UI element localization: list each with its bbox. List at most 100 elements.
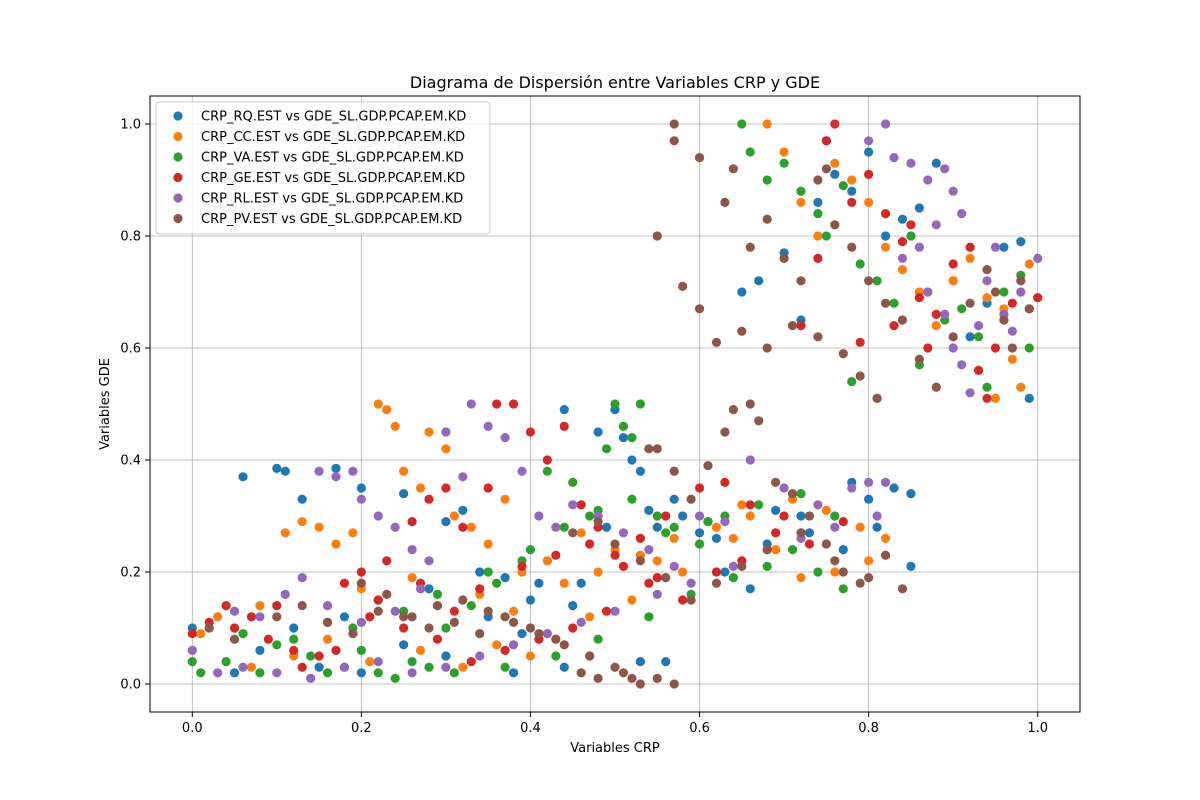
data-point [661, 511, 671, 521]
data-point [982, 276, 992, 286]
data-point [669, 494, 679, 504]
data-point [618, 561, 629, 572]
data-point [990, 343, 1001, 353]
data-point [652, 511, 662, 521]
data-point [382, 556, 392, 566]
data-point [466, 399, 476, 409]
data-point [576, 528, 586, 538]
data-point [255, 601, 265, 611]
data-point [610, 539, 620, 549]
data-point [864, 556, 874, 566]
data-point [348, 629, 358, 639]
legend-label: CRP_GE.EST vs GDE_SL.GDP.PCAP.EM.KD [201, 171, 465, 186]
data-point [923, 343, 933, 353]
data-point [272, 463, 282, 473]
y-axis-label: Variables GDE [98, 358, 113, 450]
data-point [999, 287, 1009, 297]
data-point [585, 511, 595, 521]
legend-marker [173, 131, 183, 142]
data-point [449, 511, 459, 521]
data-point [661, 657, 671, 667]
data-point [441, 517, 451, 527]
data-point [771, 505, 781, 515]
data-point [644, 444, 654, 454]
data-point [297, 494, 307, 504]
y-tick-label: 0.0 [120, 678, 141, 693]
data-point [652, 556, 662, 566]
data-point [280, 466, 290, 476]
data-point [551, 522, 561, 532]
data-point [585, 651, 595, 661]
data-point [737, 500, 747, 510]
data-point [348, 466, 358, 476]
data-point [669, 119, 679, 129]
data-point [931, 158, 941, 168]
data-point [652, 589, 662, 600]
data-point [373, 657, 383, 667]
data-point [483, 539, 493, 549]
data-point [272, 612, 282, 622]
data-point [280, 528, 290, 538]
data-point [889, 153, 899, 163]
data-point [356, 645, 366, 656]
data-point [356, 578, 366, 588]
data-point [593, 517, 603, 527]
data-point [415, 483, 426, 493]
data-point [196, 668, 206, 678]
legend-marker [173, 152, 183, 162]
data-point [500, 662, 510, 672]
data-point [627, 433, 637, 443]
data-point [475, 651, 485, 661]
data-point [610, 662, 620, 672]
data-point [990, 393, 1001, 403]
data-point [415, 645, 426, 656]
data-point [965, 253, 975, 263]
data-point [745, 584, 755, 594]
data-point [593, 634, 603, 644]
data-point [864, 494, 874, 504]
data-point [957, 209, 967, 219]
data-point [864, 573, 874, 583]
data-point [906, 158, 916, 168]
data-point [517, 466, 527, 476]
data-point [635, 466, 645, 476]
data-point [821, 136, 831, 146]
data-point [652, 522, 662, 532]
data-point [745, 399, 755, 409]
data-point [830, 556, 840, 566]
data-point [830, 567, 840, 577]
data-point [601, 522, 612, 532]
data-point [314, 466, 324, 476]
data-point [745, 242, 755, 252]
data-point [931, 382, 941, 392]
data-point [855, 522, 865, 532]
data-point [754, 276, 764, 286]
data-point [838, 181, 848, 191]
data-point [821, 505, 831, 515]
data-point [500, 612, 510, 622]
data-point [661, 573, 671, 583]
data-point [280, 589, 290, 600]
data-point [542, 556, 552, 566]
data-point [492, 399, 502, 409]
data-point [339, 578, 350, 588]
data-point [322, 634, 333, 644]
data-point [339, 662, 350, 672]
data-point [914, 203, 924, 213]
data-point [187, 657, 197, 667]
data-point [483, 606, 493, 616]
data-point [449, 606, 459, 616]
data-point [1016, 287, 1026, 297]
data-point [542, 629, 552, 639]
data-point [475, 629, 485, 639]
data-point [804, 511, 815, 521]
data-point [804, 539, 815, 549]
data-point [889, 483, 899, 493]
data-point [779, 483, 789, 493]
data-point [880, 209, 891, 219]
data-point [407, 545, 417, 555]
data-point [796, 197, 806, 207]
legend-label: CRP_RL.EST vs GDE_SL.GDP.PCAP.EM.KD [201, 192, 463, 207]
data-point [356, 668, 366, 678]
data-point [847, 483, 857, 493]
